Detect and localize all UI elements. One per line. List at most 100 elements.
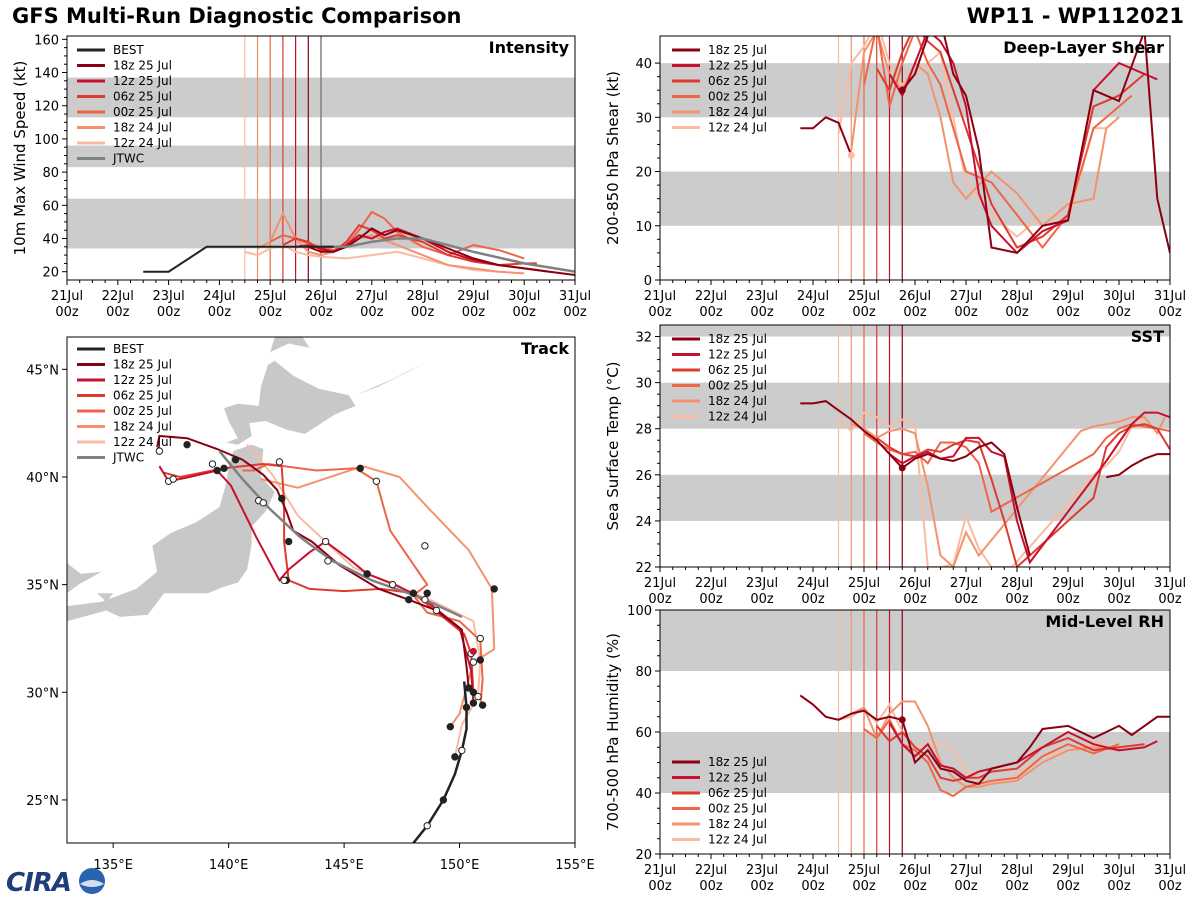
series-line-4 bbox=[850, 36, 1120, 228]
x-tick-label: 00z bbox=[563, 305, 587, 320]
x-tick-label: 21Jul bbox=[51, 289, 83, 304]
legend-entry: 12z 24 Jul bbox=[708, 121, 767, 135]
y-tick-label: 45°N bbox=[26, 363, 59, 378]
panel-title: Track bbox=[521, 339, 569, 358]
track-point bbox=[476, 634, 485, 643]
storm-id: WP11 - WP112021 bbox=[966, 4, 1184, 28]
x-tick-label: 28Jul bbox=[1001, 289, 1033, 304]
track-point bbox=[388, 580, 397, 589]
track-point bbox=[280, 576, 288, 585]
x-tick-label: 30Jul bbox=[1103, 289, 1135, 304]
x-tick-label: 00z bbox=[1056, 305, 1080, 320]
x-tick-label: 00z bbox=[1005, 592, 1029, 607]
x-tick-label: 00z bbox=[852, 305, 876, 320]
x-tick-label: 00z bbox=[1107, 592, 1131, 607]
panel-track: 135°E 140°E 145°E 150°E 155°E 25°N 30°N 35°N 40°… bbox=[26, 336, 595, 873]
init-point bbox=[898, 716, 906, 724]
x-tick-label: 135°E bbox=[93, 858, 133, 873]
y-axis-label: 10m Max Wind Speed (kt) bbox=[11, 61, 29, 256]
track-point bbox=[372, 477, 381, 485]
x-tick-label: 00z bbox=[801, 592, 825, 607]
legend-entry: 12z 24 Jul bbox=[708, 410, 767, 424]
series-line-2 bbox=[875, 36, 1146, 249]
panel-rh: 2040608010021Jul00z22Jul00z23Jul00z24Jul… bbox=[604, 604, 1186, 894]
x-tick-label: 26Jul bbox=[899, 576, 931, 591]
series-line-5 bbox=[837, 411, 1145, 567]
legend-entry: 00z 25 Jul bbox=[708, 802, 767, 816]
track-point bbox=[259, 499, 267, 507]
legend-entry: 12z 24 Jul bbox=[113, 435, 172, 449]
track-point bbox=[183, 440, 191, 449]
y-tick-label: 40 bbox=[42, 233, 59, 248]
x-tick-label: 00z bbox=[259, 305, 283, 320]
init-point bbox=[469, 647, 477, 655]
landmass bbox=[67, 444, 275, 622]
legend-entry: JTWC bbox=[112, 152, 144, 166]
x-tick-label: 00z bbox=[648, 879, 672, 894]
best-point bbox=[439, 796, 448, 804]
x-tick-label: 00z bbox=[750, 305, 774, 320]
x-tick-label: 00z bbox=[699, 305, 723, 320]
legend-entry: BEST bbox=[113, 342, 144, 356]
x-tick-label: 25Jul bbox=[848, 863, 880, 878]
series-group bbox=[143, 210, 575, 276]
x-tick-label: 00z bbox=[954, 879, 978, 894]
track-point bbox=[405, 595, 413, 604]
track-point bbox=[446, 723, 455, 731]
track-line-5 bbox=[246, 444, 482, 758]
x-tick-label: 00z bbox=[106, 305, 130, 320]
x-tick-label: 30Jul bbox=[508, 289, 540, 304]
x-tick-label: 150°E bbox=[440, 858, 480, 873]
panel-intensity: 2040608010012014016021Jul00z22Jul00z23Ju… bbox=[11, 33, 591, 320]
x-tick-label: 30Jul bbox=[1103, 576, 1135, 591]
legend-entry: 00z 25 Jul bbox=[113, 105, 172, 119]
y-tick-label: 24 bbox=[635, 515, 652, 530]
y-tick-label: 160 bbox=[34, 33, 59, 48]
y-tick-label: 10 bbox=[635, 220, 652, 235]
track-point bbox=[278, 494, 286, 503]
legend-entry: 12z 25 Jul bbox=[113, 74, 172, 88]
series-line-1 bbox=[888, 411, 1170, 565]
y-tick-label: 20 bbox=[635, 848, 652, 863]
x-tick-label: 140°E bbox=[209, 858, 249, 873]
x-tick-label: 22Jul bbox=[102, 289, 134, 304]
track-line-3 bbox=[242, 462, 484, 708]
x-tick-label: 21Jul bbox=[644, 576, 676, 591]
x-tick-label: 29Jul bbox=[457, 289, 489, 304]
x-tick-label: 00z bbox=[852, 592, 876, 607]
x-tick-label: 29Jul bbox=[1052, 576, 1084, 591]
track-point bbox=[423, 589, 431, 597]
x-tick-label: 00z bbox=[1056, 879, 1080, 894]
x-tick-label: 26Jul bbox=[305, 289, 337, 304]
series-line-0 bbox=[307, 227, 575, 276]
y-tick-label: 28 bbox=[635, 423, 652, 438]
threshold-band bbox=[660, 382, 1170, 429]
x-tick-label: 31Jul bbox=[559, 289, 591, 304]
x-tick-label: 21Jul bbox=[644, 289, 676, 304]
y-axis-label: 700-500 hPa Humidity (%) bbox=[604, 633, 622, 831]
series-line-1 bbox=[888, 36, 1158, 255]
x-tick-label: 00z bbox=[360, 305, 384, 320]
y-tick-label: 120 bbox=[34, 100, 59, 115]
x-tick-label: 21Jul bbox=[644, 863, 676, 878]
best-line bbox=[143, 245, 334, 273]
panel-title: Mid-Level RH bbox=[1045, 612, 1164, 631]
track-point bbox=[356, 464, 364, 473]
figure-title: GFS Multi-Run Diagnostic Comparison bbox=[12, 4, 462, 28]
x-tick-label: 00z bbox=[852, 879, 876, 894]
x-tick-label: 24Jul bbox=[203, 289, 235, 304]
x-tick-label: 00z bbox=[954, 592, 978, 607]
y-tick-label: 100 bbox=[34, 133, 59, 148]
panel-title: SST bbox=[1131, 327, 1164, 346]
track-point bbox=[409, 589, 418, 597]
x-tick-label: 00z bbox=[1005, 305, 1029, 320]
best-line bbox=[800, 116, 853, 156]
track-point bbox=[284, 537, 293, 546]
x-tick-label: 00z bbox=[1056, 592, 1080, 607]
init-point bbox=[898, 86, 906, 94]
track-point bbox=[432, 606, 441, 615]
y-tick-label: 32 bbox=[635, 331, 652, 346]
series-group bbox=[800, 36, 1170, 255]
track-point bbox=[469, 688, 478, 696]
